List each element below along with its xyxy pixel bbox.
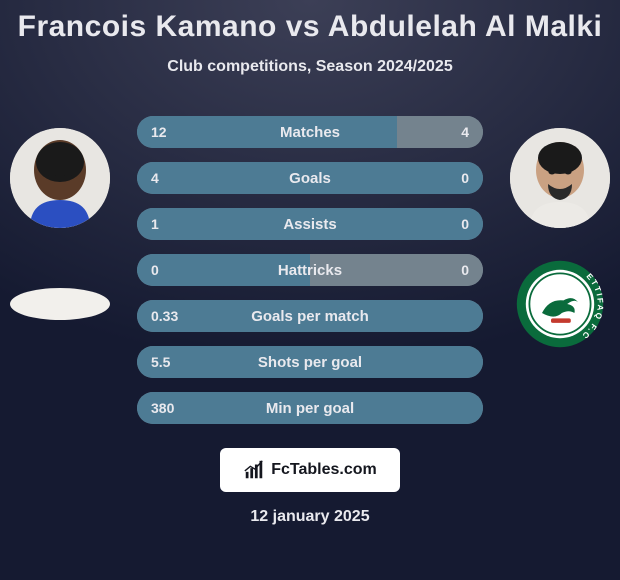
stat-fill-right [397, 116, 484, 148]
stat-bar: 4 0 Goals [137, 162, 483, 194]
stat-label: Shots per goal [258, 354, 362, 371]
stat-label: Goals per match [251, 308, 369, 325]
stat-label: Assists [283, 216, 336, 233]
stat-label: Matches [280, 124, 340, 141]
club-left-logo [10, 254, 110, 354]
club-right-svg: ETTIFAQ F.C [515, 259, 605, 349]
stat-label: Min per goal [266, 400, 354, 417]
player-right-avatar [510, 128, 610, 228]
stat-value-left: 0.33 [151, 308, 178, 324]
stat-value-left: 4 [151, 170, 159, 186]
brand-text: FcTables.com [271, 461, 377, 479]
stat-value-left: 380 [151, 400, 174, 416]
avatar-left-svg [10, 128, 110, 228]
date-text: 12 january 2025 [250, 508, 369, 526]
player-left-avatar [10, 128, 110, 228]
stat-value-right: 0 [461, 262, 469, 278]
stat-label: Hattricks [278, 262, 342, 279]
stat-value-right: 0 [461, 216, 469, 232]
brand-badge[interactable]: FcTables.com [220, 448, 400, 492]
stat-fill-left [137, 116, 397, 148]
chart-icon [243, 459, 265, 481]
stat-value-left: 12 [151, 124, 167, 140]
stat-bar: 0 0 Hattricks [137, 254, 483, 286]
stats-bars: 12 4 Matches 4 0 Goals 1 0 Assists 0 0 Hattricks 0.3… [137, 116, 483, 424]
stat-value-right: 4 [461, 124, 469, 140]
stat-bar: 12 4 Matches [137, 116, 483, 148]
stat-bar: 0.33 Goals per match [137, 300, 483, 332]
stat-value-left: 5.5 [151, 354, 170, 370]
page-title: Francois Kamano vs Abdulelah Al Malki [18, 10, 603, 44]
stat-label: Goals [289, 170, 331, 187]
stat-bar: 380 Min per goal [137, 392, 483, 424]
subtitle: Club competitions, Season 2024/2025 [167, 58, 452, 76]
stat-value-left: 1 [151, 216, 159, 232]
avatar-right-svg [510, 128, 610, 228]
stat-bar: 5.5 Shots per goal [137, 346, 483, 378]
stat-value-right: 0 [461, 170, 469, 186]
stat-value-left: 0 [151, 262, 159, 278]
stat-bar: 1 0 Assists [137, 208, 483, 240]
comparison-card: Francois Kamano vs Abdulelah Al Malki Cl… [0, 0, 620, 580]
club-left-ellipse [10, 288, 110, 320]
club-right-logo: ETTIFAQ F.C [510, 254, 610, 354]
